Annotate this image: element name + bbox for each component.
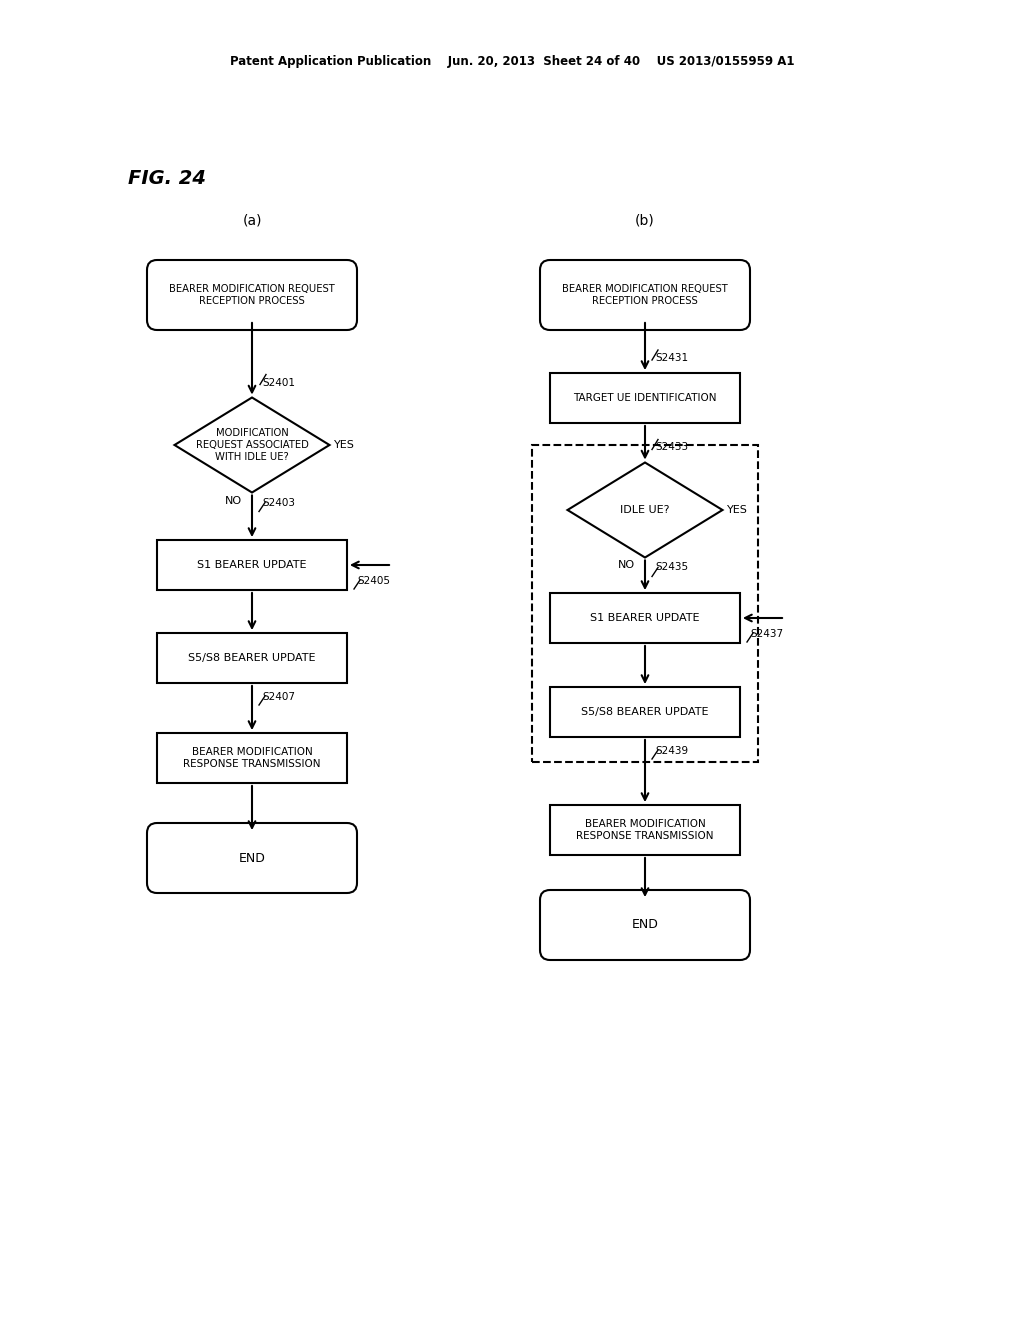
Text: YES: YES bbox=[334, 440, 354, 450]
Text: END: END bbox=[239, 851, 265, 865]
Text: S2437: S2437 bbox=[750, 630, 783, 639]
Bar bbox=[550, 686, 740, 737]
Bar bbox=[550, 805, 740, 855]
FancyBboxPatch shape bbox=[540, 890, 750, 960]
Bar bbox=[157, 634, 347, 682]
Text: NO: NO bbox=[225, 495, 242, 506]
Text: BEARER MODIFICATION
RESPONSE TRANSMISSION: BEARER MODIFICATION RESPONSE TRANSMISSIO… bbox=[183, 747, 321, 768]
Text: BEARER MODIFICATION
RESPONSE TRANSMISSION: BEARER MODIFICATION RESPONSE TRANSMISSIO… bbox=[577, 820, 714, 841]
Text: MODIFICATION
REQUEST ASSOCIATED
WITH IDLE UE?: MODIFICATION REQUEST ASSOCIATED WITH IDL… bbox=[196, 429, 308, 462]
Text: IDLE UE?: IDLE UE? bbox=[621, 506, 670, 515]
Text: Patent Application Publication    Jun. 20, 2013  Sheet 24 of 40    US 2013/01559: Patent Application Publication Jun. 20, … bbox=[229, 55, 795, 69]
FancyBboxPatch shape bbox=[147, 822, 357, 894]
Text: BEARER MODIFICATION REQUEST
RECEPTION PROCESS: BEARER MODIFICATION REQUEST RECEPTION PR… bbox=[169, 284, 335, 306]
Text: NO: NO bbox=[617, 561, 635, 570]
Text: BEARER MODIFICATION REQUEST
RECEPTION PROCESS: BEARER MODIFICATION REQUEST RECEPTION PR… bbox=[562, 284, 728, 306]
Text: YES: YES bbox=[726, 506, 748, 515]
FancyBboxPatch shape bbox=[540, 260, 750, 330]
Text: S1 BEARER UPDATE: S1 BEARER UPDATE bbox=[198, 560, 307, 570]
Text: S2401: S2401 bbox=[262, 378, 295, 388]
Text: S2433: S2433 bbox=[655, 442, 688, 453]
Text: S5/S8 BEARER UPDATE: S5/S8 BEARER UPDATE bbox=[188, 653, 315, 663]
Text: (a): (a) bbox=[243, 213, 262, 227]
FancyBboxPatch shape bbox=[147, 260, 357, 330]
Bar bbox=[157, 540, 347, 590]
Bar bbox=[550, 593, 740, 643]
Text: S2431: S2431 bbox=[655, 352, 688, 363]
Bar bbox=[157, 733, 347, 783]
Text: TARGET UE IDENTIFICATION: TARGET UE IDENTIFICATION bbox=[573, 393, 717, 403]
Text: (b): (b) bbox=[635, 213, 655, 227]
Text: S2407: S2407 bbox=[262, 692, 295, 702]
Text: S2435: S2435 bbox=[655, 562, 688, 573]
Text: S1 BEARER UPDATE: S1 BEARER UPDATE bbox=[590, 612, 699, 623]
Bar bbox=[532, 445, 758, 762]
Polygon shape bbox=[174, 397, 330, 492]
Bar bbox=[550, 374, 740, 422]
Polygon shape bbox=[567, 462, 723, 557]
Text: S2403: S2403 bbox=[262, 498, 295, 507]
Text: S2405: S2405 bbox=[357, 576, 390, 586]
Text: S2439: S2439 bbox=[655, 746, 688, 756]
Text: S5/S8 BEARER UPDATE: S5/S8 BEARER UPDATE bbox=[582, 708, 709, 717]
Text: END: END bbox=[632, 919, 658, 932]
Text: FIG. 24: FIG. 24 bbox=[128, 169, 206, 187]
